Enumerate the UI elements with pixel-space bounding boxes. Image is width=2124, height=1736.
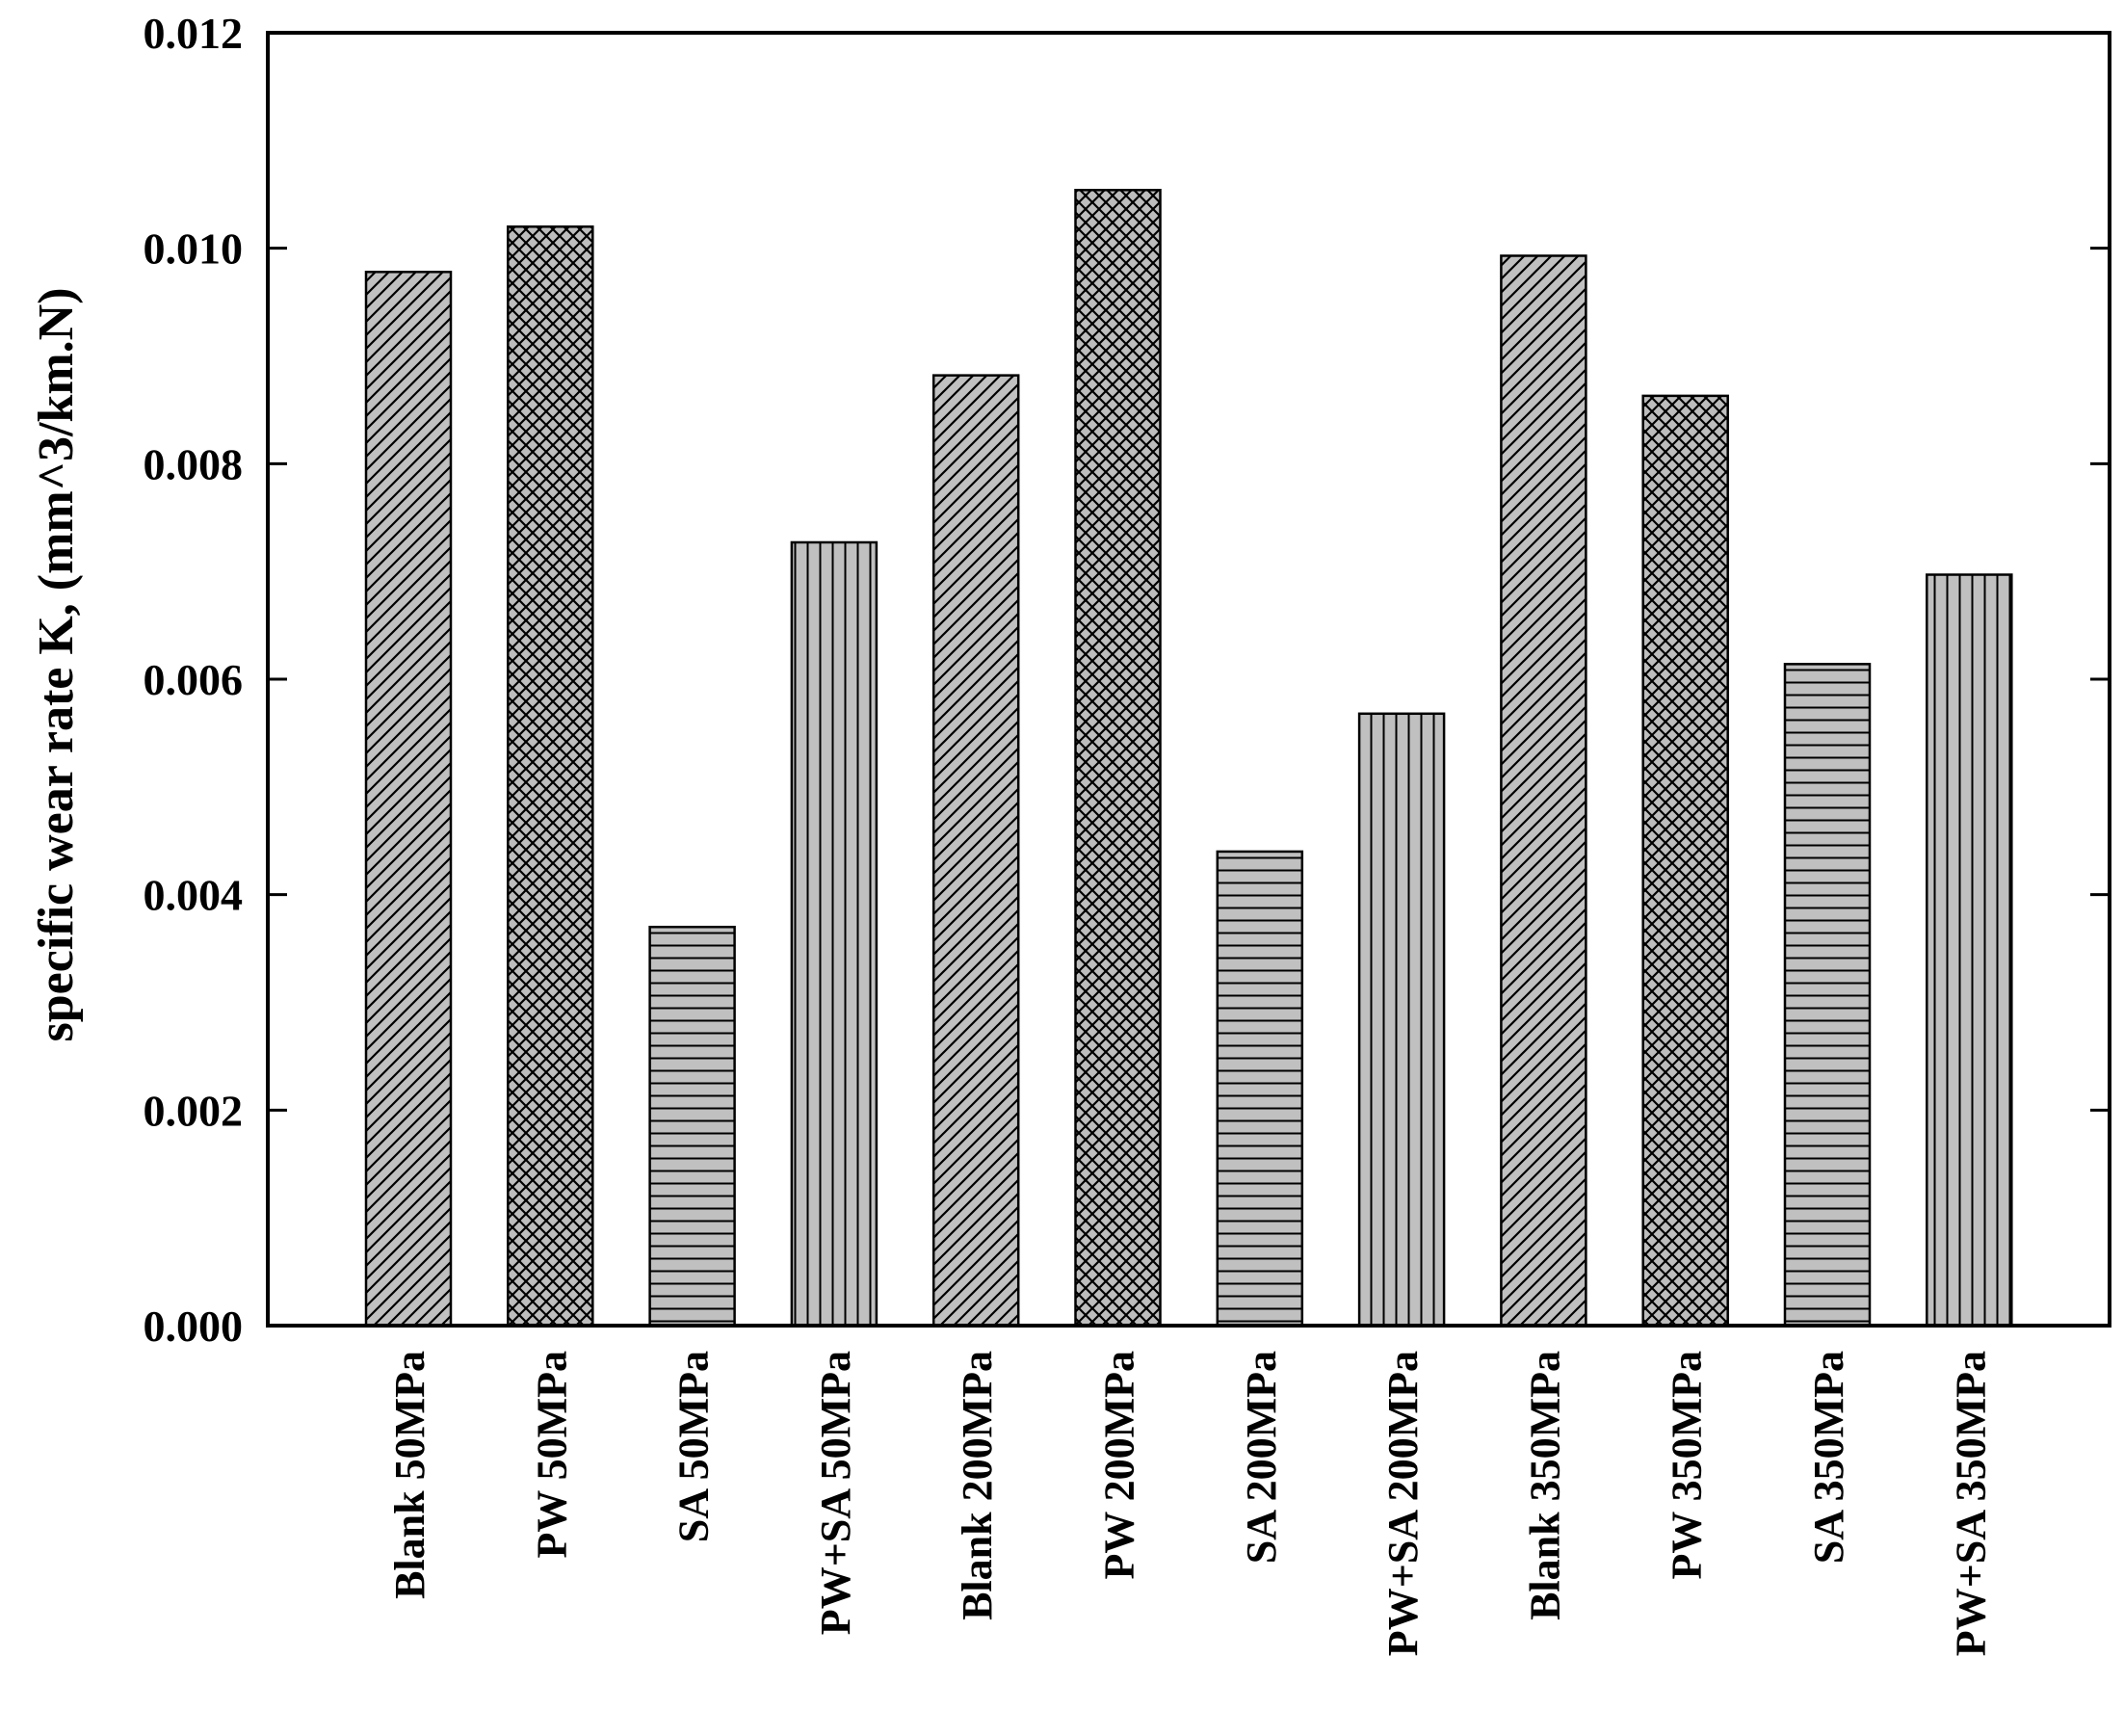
x-category-label: PW 350MPa	[1664, 1351, 1711, 1580]
x-category-label: PW+SA 350MPa	[1947, 1351, 1994, 1656]
x-category-label: PW 50MPa	[528, 1351, 575, 1559]
y-tick-label: 0.012	[144, 9, 244, 58]
plot-area-frame	[266, 31, 2111, 1328]
bar-pw-sa-350mpa	[1926, 573, 2013, 1328]
x-category-label: SA 200MPa	[1238, 1351, 1285, 1564]
x-category-label: PW 200MPa	[1096, 1351, 1143, 1580]
y-axis-title: specific wear rate K, (mm^3/km.N)	[29, 287, 84, 1041]
bar-sa-50mpa	[648, 925, 736, 1328]
bar-pw-50mpa	[507, 225, 594, 1328]
y-tick-label: 0.010	[144, 224, 244, 274]
bar-blank-50mpa	[364, 271, 453, 1328]
y-tick-label: 0.004	[144, 871, 244, 920]
x-category-label: PW+SA 50MPa	[812, 1351, 859, 1635]
bar-blank-200mpa	[931, 374, 1020, 1328]
y-tick-label: 0.006	[144, 655, 244, 704]
bar-pw-200mpa	[1074, 189, 1162, 1328]
y-tick-label: 0.008	[144, 439, 244, 488]
x-axis-category-labels: Blank 50MPa PW 50MPa SA 50MPa PW+SA 50MPa Bl…	[386, 1351, 1994, 1656]
bars-group	[364, 189, 2013, 1328]
bar-sa-200mpa	[1216, 850, 1304, 1328]
y-axis-ticks: 0.000 0.002 0.004 0.006 0.008 0.010 0.012	[144, 9, 2110, 1351]
x-category-label: Blank 50MPa	[386, 1351, 433, 1599]
y-tick-label: 0.000	[144, 1302, 244, 1351]
bar-pw-350mpa	[1641, 394, 1729, 1328]
y-tick-label: 0.002	[144, 1086, 244, 1135]
x-category-label: PW+SA 200MPa	[1379, 1351, 1427, 1656]
bar-blank-350mpa	[1500, 254, 1587, 1328]
x-category-label: SA 350MPa	[1805, 1351, 1852, 1564]
x-category-label: SA 50MPa	[670, 1351, 718, 1542]
bar-pw-sa-50mpa	[790, 540, 878, 1328]
bar-pw-sa-200mpa	[1357, 712, 1446, 1328]
x-category-label: Blank 200MPa	[954, 1351, 1001, 1620]
bar-sa-350mpa	[1783, 663, 1872, 1328]
x-category-label: Blank 350MPa	[1521, 1351, 1568, 1620]
